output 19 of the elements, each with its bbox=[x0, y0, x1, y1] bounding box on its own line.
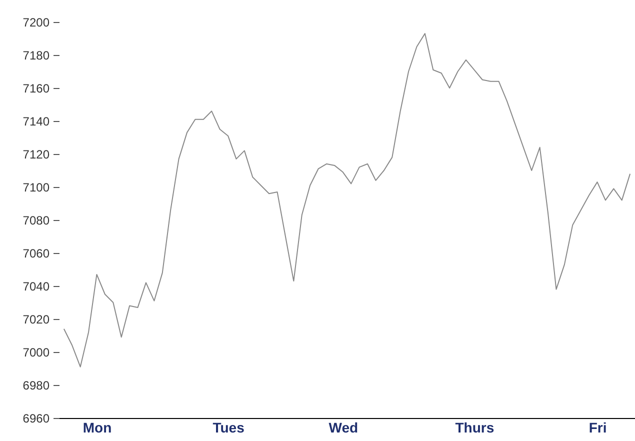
y-tick-label: 6960 bbox=[22, 412, 50, 426]
y-tick-label: 7180 bbox=[22, 48, 50, 62]
x-tick-label: Thurs bbox=[455, 420, 494, 436]
x-tick-label: Tues bbox=[212, 420, 245, 436]
y-tick-label: 7140 bbox=[22, 114, 50, 128]
x-tick-label: Wed bbox=[328, 420, 358, 436]
x-tick-label: Mon bbox=[82, 420, 112, 436]
x-tick-label: Fri bbox=[588, 420, 607, 436]
y-tick-label: 7120 bbox=[22, 148, 50, 162]
y-tick-label: 6980 bbox=[22, 378, 50, 392]
y-tick-label: 7020 bbox=[22, 312, 50, 326]
y-tick-label: 7080 bbox=[22, 214, 50, 228]
y-tick-label: 7200 bbox=[22, 16, 50, 30]
y-tick-label: 7100 bbox=[22, 180, 50, 194]
line-series bbox=[63, 33, 631, 368]
y-tick-label: 7000 bbox=[22, 346, 50, 360]
y-tick-label: 7160 bbox=[22, 82, 50, 96]
y-tick-label: 7060 bbox=[22, 246, 50, 260]
y-tick-label: 7040 bbox=[22, 280, 50, 294]
